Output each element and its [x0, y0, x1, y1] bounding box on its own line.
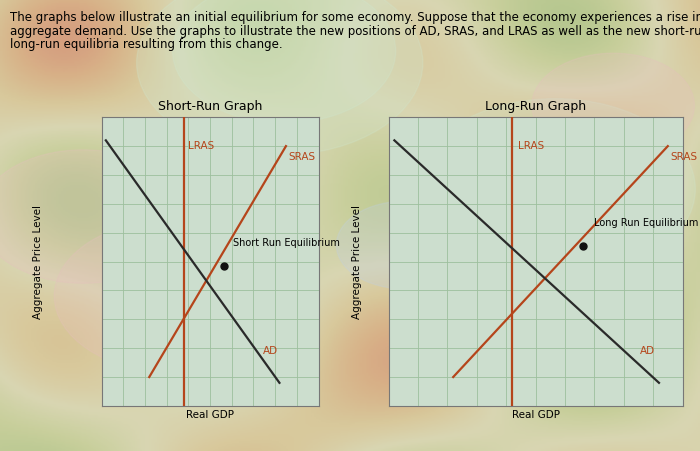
- Text: aggregate demand. Use the graphs to illustrate the new positions of AD, SRAS, an: aggregate demand. Use the graphs to illu…: [10, 25, 700, 38]
- Text: Aggregate Price Level: Aggregate Price Level: [34, 205, 43, 318]
- X-axis label: Real GDP: Real GDP: [512, 410, 559, 420]
- Circle shape: [549, 279, 682, 365]
- Text: Long Run Equilibrium: Long Run Equilibrium: [594, 217, 699, 227]
- Title: Short-Run Graph: Short-Run Graph: [158, 100, 262, 113]
- Circle shape: [173, 0, 396, 123]
- Text: AD: AD: [263, 346, 279, 356]
- Circle shape: [336, 201, 472, 289]
- Text: SRAS: SRAS: [671, 152, 698, 162]
- Text: SRAS: SRAS: [288, 152, 315, 162]
- X-axis label: Real GDP: Real GDP: [186, 410, 234, 420]
- Text: Aggregate Price Level: Aggregate Price Level: [352, 205, 362, 318]
- Circle shape: [415, 99, 695, 279]
- Text: LRAS: LRAS: [188, 141, 214, 151]
- Text: The graphs below illustrate an initial equilibrium for some economy. Suppose tha: The graphs below illustrate an initial e…: [10, 11, 700, 24]
- Title: Long-Run Graph: Long-Run Graph: [485, 100, 586, 113]
- Text: LRAS: LRAS: [518, 141, 544, 151]
- Text: AD: AD: [640, 346, 655, 356]
- Circle shape: [136, 0, 423, 155]
- Circle shape: [0, 150, 186, 283]
- Text: long-run equilibria resulting from this change.: long-run equilibria resulting from this …: [10, 38, 283, 51]
- Circle shape: [532, 53, 694, 158]
- Circle shape: [55, 220, 291, 373]
- Text: Short Run Equilibrium: Short Run Equilibrium: [233, 238, 340, 248]
